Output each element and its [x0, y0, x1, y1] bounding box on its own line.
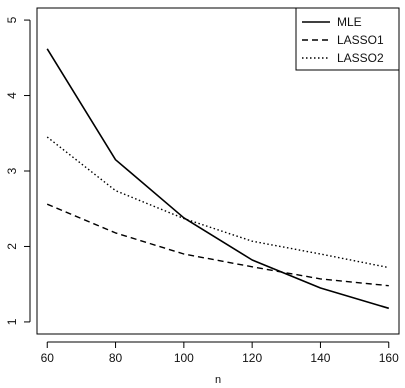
legend-box — [295, 7, 400, 71]
y-tick-label: 4 — [5, 92, 19, 99]
x-tick-label: 140 — [310, 351, 330, 365]
series-line-lasso2 — [46, 136, 389, 269]
y-tick-label: 3 — [5, 167, 19, 174]
y-tick-label: 1 — [5, 318, 19, 325]
x-tick-label: 120 — [242, 351, 262, 365]
plot-frame — [36, 7, 400, 335]
legend-label-lasso2: LASSO2 — [337, 51, 384, 65]
x-tick-label: 80 — [109, 351, 123, 365]
legend: MLE LASSO1 LASSO2 — [295, 7, 400, 71]
legend-label-lasso1: LASSO1 — [337, 33, 384, 47]
x-tick-label: 60 — [41, 351, 55, 365]
y-axis: 1 2 3 4 5 — [5, 16, 31, 325]
series-line-lasso1 — [46, 203, 389, 287]
y-tick-label: 5 — [5, 16, 19, 23]
y-tick-label: 2 — [5, 243, 19, 250]
legend-items: MLE LASSO1 LASSO2 — [302, 15, 384, 65]
x-tick-label: 100 — [174, 351, 194, 365]
x-axis: 60 80 100 120 140 160 — [41, 341, 399, 365]
series-layer — [46, 48, 390, 310]
legend-label-mle: MLE — [337, 15, 362, 29]
x-tick-label: 160 — [379, 351, 399, 365]
series-line-mle — [46, 48, 390, 310]
x-axis-title: n — [215, 374, 221, 386]
